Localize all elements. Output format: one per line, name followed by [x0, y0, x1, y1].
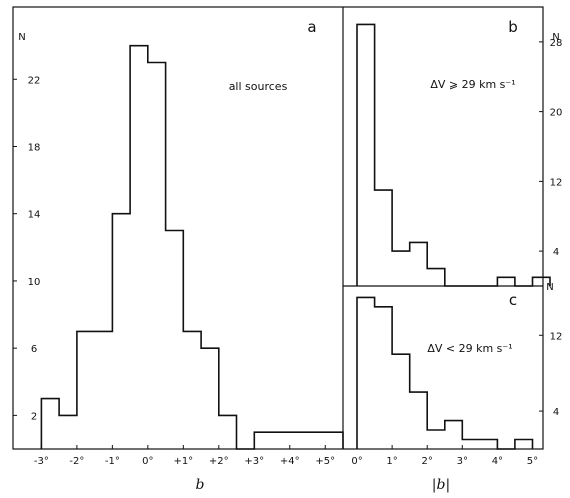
panel-b-bar [375, 190, 393, 286]
panel-b-bar [497, 277, 515, 286]
panel-a-bar [59, 415, 77, 449]
panel-a-ytick-label: 6 [31, 344, 37, 355]
panel-a-bar [219, 415, 237, 449]
panel-c-bar [480, 440, 498, 450]
panel-a-xtick-label: -3° [34, 456, 49, 467]
panel-a-ytick-label: 14 [28, 210, 41, 221]
panel-a-xtick-label: +2° [209, 456, 229, 467]
panel-c-bar [427, 430, 445, 449]
panel-a-ylabel: N [18, 32, 25, 43]
panel-b-bottom-ylabel: N [546, 282, 553, 293]
panel-c-bar [515, 440, 533, 450]
panel-c-annotation: ΔV < 29 km s⁻¹ [427, 342, 512, 355]
panel-b-bar [410, 242, 428, 286]
panel-a-bar [166, 231, 184, 450]
panel-a-bar [130, 46, 148, 449]
panel-a-bar [95, 331, 113, 449]
panel-a-annotation: all sources [229, 80, 288, 93]
panel-b-annotation: ΔV ⩾ 29 km s⁻¹ [430, 78, 515, 91]
panel-a-xtick-label: +4° [280, 456, 300, 467]
panel-c-xlabel: |b| [432, 477, 450, 493]
panel-a-bar [41, 399, 59, 449]
panel-c-histogram-outline [356, 296, 534, 450]
panel-c-letter: c [509, 291, 517, 309]
panel-c-xtick-label: 5° [527, 456, 538, 467]
panel-b-bar [427, 269, 445, 286]
panel-a-xlabel: b [196, 477, 205, 493]
panel-c-bar [410, 392, 428, 449]
panel-b-ylabel: N [552, 32, 559, 43]
panel-a-ytick-label: 18 [28, 142, 41, 153]
panel-a-xtick-label: +5° [315, 456, 335, 467]
panel-a-xtick-label: +1° [173, 456, 193, 467]
panel-a-bar [77, 331, 95, 449]
panel-a-ytick-label: 2 [31, 411, 37, 422]
panel-b-bar [392, 251, 410, 286]
panel-a-xtick-label: -1° [105, 456, 120, 467]
panel-a-bar [201, 348, 219, 449]
panel-b-ytick-label: 12 [550, 177, 563, 188]
panel-a-bar [148, 63, 166, 450]
panel-b-letter: b [508, 18, 518, 36]
panel-c-bar [357, 297, 375, 449]
panel-a-xtick-label: 0° [142, 456, 153, 467]
panel-b-bar [533, 277, 551, 286]
panel-a-xtick-label: +3° [244, 456, 264, 467]
panel-b-ytick-label: 4 [553, 247, 559, 258]
panel-frames [12, 6, 544, 450]
panel-a-ytick-label: 22 [28, 75, 41, 86]
panel-c-xtick-label: 1° [386, 456, 397, 467]
panel-a-bar [112, 214, 130, 449]
panel-c-bar [392, 354, 410, 449]
panel-a-letter: a [307, 18, 316, 36]
panel-c-ytick-label: 4 [553, 407, 559, 418]
panel-a-bar [325, 432, 343, 449]
outer-frame [12, 6, 544, 450]
panel-a-bar [183, 331, 201, 449]
panel-a-bar [290, 432, 308, 449]
panel-a-bar [254, 432, 272, 449]
panel-b-ytick-label: 28 [550, 38, 563, 49]
panel-c-xtick-label: 4° [492, 456, 503, 467]
panel-c-xtick-label: 0° [351, 456, 362, 467]
panel-c-xtick-label: 2° [422, 456, 433, 467]
panel-a-bar [272, 432, 290, 449]
panel-a-xtick-label: -2° [69, 456, 84, 467]
panel-b-bar [357, 24, 375, 286]
chart-marks: 2 6 10 14 18 22 -3° -2° -1° 0° +1° +2° +3° +4° +5° 4 12 2… [13, 23, 563, 467]
panel-a-histogram-outline [40, 44, 344, 450]
panel-c-bar [375, 307, 393, 449]
panel-c-xtick-label: 3° [457, 456, 468, 467]
panel-c-bar [462, 440, 480, 450]
panel-a-bar [308, 432, 326, 449]
panel-b-ytick-label: 20 [550, 108, 563, 119]
panel-a-ytick-label: 10 [28, 277, 41, 288]
panel-c-ytick-label: 12 [550, 331, 563, 342]
panel-c-bar [445, 421, 463, 449]
panel-b-histogram-outline [356, 23, 551, 287]
